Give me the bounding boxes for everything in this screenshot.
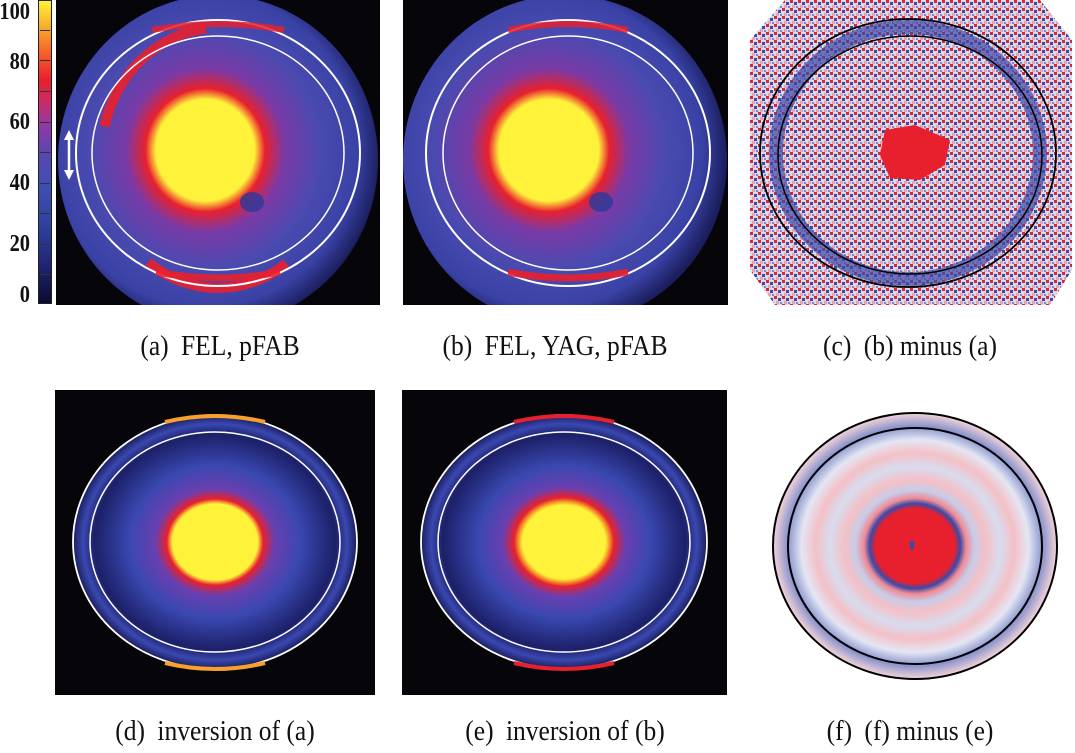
caption-text: FEL, YAG, pFAB <box>484 330 668 362</box>
colorbar-tick-label: 100 <box>0 0 30 25</box>
panel-a-image <box>56 0 380 305</box>
caption-tag: (d) <box>115 715 146 747</box>
colorbar-tick <box>40 244 50 245</box>
polarization-arrow-icon <box>64 130 74 180</box>
colorbar-tick <box>40 122 50 123</box>
colorbar-tick <box>40 60 50 61</box>
caption-d: (d) inversion of (a) <box>87 715 342 748</box>
panel-f-image <box>765 403 1065 693</box>
colorbar-tick <box>40 30 50 31</box>
caption-tag: (f) <box>826 715 853 747</box>
colorbar-tick-label: 20 <box>9 231 30 257</box>
caption-text: inversion of (a) <box>157 715 315 747</box>
caption-c: (c) (b) minus (a) <box>787 330 1033 363</box>
panel-b-image <box>403 0 728 305</box>
colorbar-tick <box>40 152 50 153</box>
colorbar-tick <box>40 274 50 275</box>
caption-tag: (a) <box>140 330 169 362</box>
caption-f: (f) (f) minus (e) <box>796 715 1025 748</box>
colorbar-tick <box>40 183 50 184</box>
caption-e: (e) inversion of (b) <box>433 715 697 748</box>
caption-tag: (c) <box>823 330 852 362</box>
caption-text: FEL, pFAB <box>180 330 300 362</box>
caption-a: (a) FEL, pFAB <box>114 330 325 363</box>
panel-e-image <box>402 390 727 695</box>
caption-text: (f) minus (e) <box>864 715 994 747</box>
colorbar-tick-label: 40 <box>9 170 30 196</box>
panel-c-image <box>750 0 1072 305</box>
colorbar-tick-label: 0 <box>19 282 30 308</box>
caption-text: (b) minus (a) <box>863 330 997 362</box>
colorbar-tick-label: 80 <box>9 49 30 75</box>
colorbar-tick <box>40 213 50 214</box>
colorbar-tick-label: 60 <box>9 109 30 135</box>
caption-text: inversion of (b) <box>505 715 665 747</box>
caption-tag: (b) <box>442 330 473 362</box>
colorbar-tick <box>40 91 50 92</box>
caption-tag: (e) <box>465 715 494 747</box>
caption-b: (b) FEL, YAG, pFAB <box>410 330 700 363</box>
panel-d-image <box>55 390 375 695</box>
